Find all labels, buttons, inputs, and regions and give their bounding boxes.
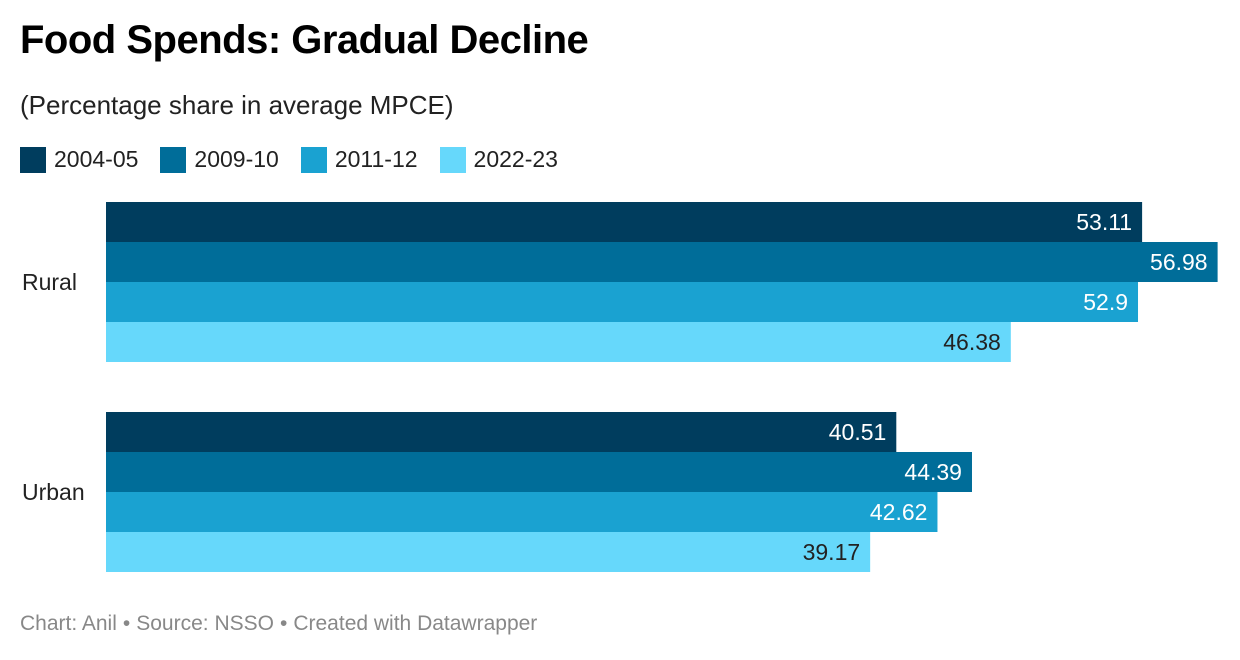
data-label-rural-2009-10: 56.98	[1150, 249, 1208, 275]
bar-rural-2022-23	[106, 322, 1011, 362]
legend-swatch	[20, 146, 46, 173]
footer-separator: •	[279, 612, 288, 635]
bar-rural-2011-12	[106, 282, 1139, 322]
legend-swatch	[300, 146, 327, 173]
bar-urban-2004-05	[106, 412, 897, 452]
data-label-urban-2004-05: 40.51	[829, 419, 887, 445]
data-label-rural-2022-23: 46.38	[943, 329, 1001, 355]
legend-label: 2022-23	[473, 146, 558, 172]
footer-chart-by: Chart: Anil	[20, 612, 117, 635]
legend-label: 2009-10	[194, 146, 279, 172]
bar-rural-2009-10	[106, 242, 1218, 282]
data-label-rural-2011-12: 52.9	[1083, 289, 1128, 315]
bar-urban-2011-12	[106, 492, 938, 532]
footer-source: Source: NSSO	[136, 612, 274, 635]
legend-item-2009-10: 2009-10	[160, 146, 279, 173]
legend-swatch	[160, 146, 187, 173]
legend: 2004-05 2009-10 2011-12 2022-23	[20, 146, 580, 173]
bar-chart: Rural 53.11 56.98 52.9 46.38 Urban 40.51 44.39 4…	[22, 202, 1218, 572]
data-label-urban-2022-23: 39.17	[803, 539, 861, 565]
legend-label: 2004-05	[54, 146, 139, 172]
footer-created-with: Created with Datawrapper	[293, 612, 538, 635]
chart-title: Food Spends: Gradual Decline	[20, 18, 589, 62]
footer-credits: Chart: Anil • Source: NSSO • Created with Da…	[20, 612, 537, 636]
data-label-urban-2009-10: 44.39	[904, 459, 962, 485]
legend-label: 2011-12	[334, 146, 418, 172]
bar-urban-2009-10	[106, 452, 972, 492]
category-label-urban: Urban	[22, 479, 85, 505]
data-label-urban-2011-12: 42.62	[870, 499, 928, 525]
data-label-rural-2004-05: 53.11	[1076, 209, 1132, 235]
legend-item-2011-12: 2011-12	[300, 146, 418, 173]
category-label-rural: Rural	[22, 269, 77, 295]
legend-item-2004-05: 2004-05	[20, 146, 138, 173]
legend-swatch	[439, 146, 466, 173]
footer-separator: •	[122, 612, 131, 635]
legend-item-2022-23: 2022-23	[439, 146, 558, 173]
chart-subtitle: (Percentage share in average MPCE)	[20, 90, 454, 120]
bar-rural-2004-05	[106, 202, 1143, 242]
bar-urban-2022-23	[106, 532, 871, 572]
